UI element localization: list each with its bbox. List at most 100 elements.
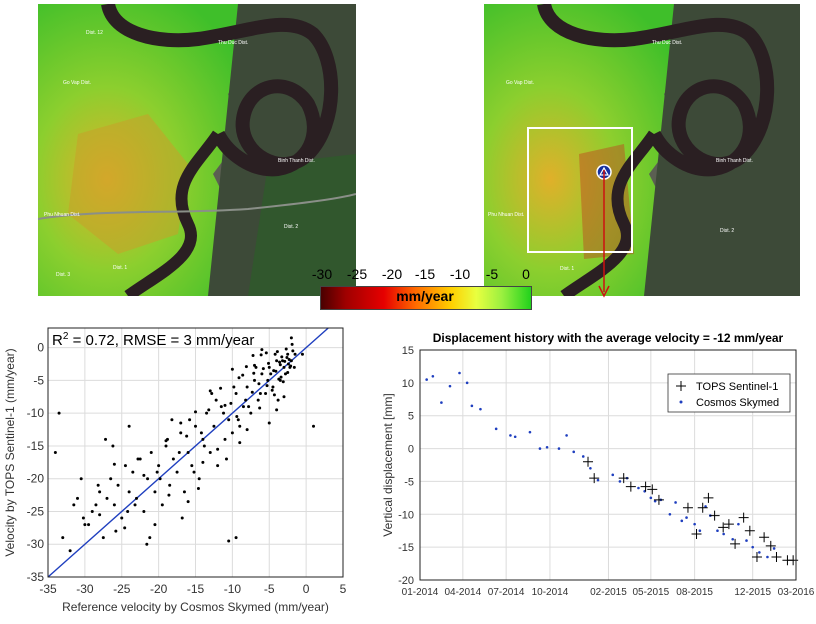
scatter-point (216, 447, 220, 451)
scatter-point (123, 526, 127, 530)
sentinel-point (759, 532, 770, 543)
scatter-point (269, 372, 273, 376)
scatter-point (275, 408, 279, 412)
scatter-point (232, 385, 236, 389)
scatter-point (252, 371, 256, 375)
x-tick-label: -25 (113, 582, 131, 596)
cosmos-point (611, 473, 615, 477)
sentinel-point (765, 540, 776, 551)
scatter-point (179, 421, 183, 425)
scatter-point (126, 509, 130, 513)
scatter-point (287, 357, 291, 361)
scatter-point (289, 364, 293, 368)
x-tick-label: 01-2014 (402, 587, 439, 598)
y-tick-label: -25 (27, 504, 45, 518)
x-tick-label: 0 (303, 582, 310, 596)
scatter-point (312, 424, 315, 428)
scatter-point (278, 360, 282, 364)
scatter-point (146, 477, 150, 481)
sentinel-point (640, 481, 651, 492)
scatter-ylabel: Velocity by TOPS Sentinel-1 (mm/year) (3, 348, 17, 556)
colorbar-tick: -15 (414, 266, 436, 282)
map-right-label-0: Go Vap Dist. (506, 80, 534, 86)
scatter-point (127, 490, 131, 494)
scatter-point (230, 367, 234, 371)
scatter-point (101, 536, 105, 540)
map-right-image: Go Vap Dist. Thu Duc Dist. Binh Thanh Di… (484, 4, 800, 296)
scatter-point (253, 378, 256, 382)
scatter-point (284, 347, 288, 351)
cosmos-point (751, 545, 754, 549)
y-tick-label: 15 (402, 345, 414, 357)
y-tick-label: 0 (37, 341, 44, 355)
scatter-point (250, 390, 254, 394)
scatter-point (202, 444, 206, 448)
legend-entry-cosmos: Cosmos Skymed (696, 397, 779, 409)
map-left-label-2: Thu Duc Dist. (218, 40, 248, 46)
x-tick-label: 08-2015 (676, 587, 713, 598)
scatter-point (249, 411, 253, 415)
cosmos-point (545, 445, 549, 449)
sentinel-point (625, 481, 636, 492)
cosmos-point (716, 529, 719, 533)
scatter-point (76, 496, 79, 500)
scatter-point (127, 424, 131, 428)
scatter-point (133, 503, 137, 507)
scatter-point (272, 393, 276, 397)
scatter-point (286, 371, 290, 375)
map-right-selection-box (527, 127, 633, 253)
scatter-point (114, 529, 118, 533)
cosmos-point (589, 466, 592, 470)
map-right-label-2: Binh Thanh Dist. (716, 158, 753, 164)
y-tick-label: 10 (402, 378, 414, 390)
scatter-point (236, 418, 240, 422)
scatter-point (241, 373, 245, 377)
scatter-point (227, 539, 231, 543)
sentinel-point (730, 538, 741, 549)
map-left-label-6: Dist. 3 (56, 272, 70, 278)
map-right-label-4: Dist. 2 (720, 228, 734, 234)
colorbar-tick: 0 (522, 266, 530, 282)
cosmos-point (470, 404, 474, 408)
scatter-point (256, 398, 260, 402)
scatter-point (227, 418, 231, 422)
scatter-point (199, 431, 203, 435)
scatter-point (138, 457, 142, 461)
scatter-point (96, 483, 100, 487)
scatter-point (264, 351, 268, 355)
scatter-point (280, 355, 284, 359)
sentinel-point (703, 492, 714, 503)
map-left-label-7: Dist. 1 (113, 265, 127, 271)
cosmos-point (704, 505, 707, 508)
scatter-point (123, 464, 127, 468)
map-right-label-3: Phu Nhuan Dist. (488, 212, 524, 218)
sentinel-point (738, 512, 749, 523)
x-tick-label: 02-2015 (590, 587, 627, 598)
scatter-xlabel: Reference velocity by Cosmos Skymed (mm/… (62, 600, 329, 614)
scatter-point (157, 464, 161, 468)
colorbar-unit: mm/year (396, 288, 454, 304)
displacement-legend: TOPS Sentinel-1 Cosmos Skymed (667, 373, 791, 413)
scatter-point (175, 470, 179, 474)
cosmos-point (581, 455, 585, 458)
scatter-point (293, 352, 297, 356)
scatter-point (275, 359, 279, 363)
scatter-point (164, 444, 168, 448)
scatter-point (230, 431, 234, 435)
cosmos-point (649, 496, 653, 500)
cosmos-point (653, 499, 657, 503)
scatter-point (94, 503, 98, 507)
x-tick-label: 04-2014 (444, 587, 481, 598)
sentinel-point (618, 473, 629, 484)
sentinel-point (744, 525, 755, 536)
scatter-point (168, 483, 172, 487)
sentinel-point (718, 522, 729, 533)
scatter-point (79, 477, 83, 481)
cosmos-point (465, 381, 469, 385)
scatter-point (258, 392, 262, 396)
cosmos-point (458, 371, 461, 375)
x-tick-label: -30 (76, 582, 94, 596)
scatter-point (258, 406, 262, 410)
scatter-point (223, 437, 227, 441)
legend-dot-icon (679, 400, 683, 404)
